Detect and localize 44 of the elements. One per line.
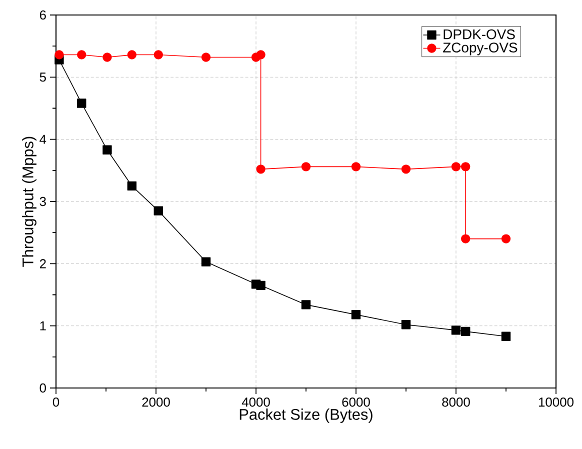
point — [501, 332, 511, 341]
point — [401, 164, 411, 174]
point — [256, 164, 266, 174]
x-tick-label: 2000 — [142, 398, 170, 407]
point — [351, 162, 361, 172]
point — [102, 52, 112, 62]
point — [256, 280, 266, 290]
point — [102, 145, 112, 154]
x-axis-title: Packet Size (Bytes) — [240, 408, 372, 423]
y-tick-label: 6 — [40, 10, 46, 20]
x-tick-label: 6000 — [342, 398, 370, 407]
point — [451, 326, 461, 335]
point — [301, 162, 311, 172]
legend-label: ZCopy-OVS — [443, 42, 518, 56]
x-tick-label: 0 — [52, 398, 60, 407]
point — [501, 234, 511, 244]
x-tick-label: 10000 — [538, 398, 574, 407]
y-tick-label: 2 — [40, 259, 46, 268]
point — [461, 162, 470, 172]
x-tick-label: 4000 — [242, 398, 270, 407]
y-tick-label: 4 — [40, 134, 46, 144]
y-tick-label: 3 — [40, 196, 46, 206]
point — [451, 162, 461, 172]
point — [201, 257, 211, 266]
point — [461, 234, 470, 244]
point — [127, 50, 136, 60]
point — [461, 326, 470, 336]
y-axis-title: Throughput (Mpps) — [22, 136, 36, 267]
point — [301, 300, 311, 310]
y-tick-label: 0 — [40, 383, 46, 393]
point — [201, 52, 211, 62]
point — [256, 50, 266, 60]
x-tick-label: 8000 — [442, 398, 470, 407]
y-tick-label: 5 — [40, 72, 46, 82]
y-tick-label: 1 — [40, 321, 46, 330]
point — [77, 98, 86, 108]
point — [154, 50, 163, 60]
point — [401, 320, 411, 330]
point — [154, 206, 163, 216]
point — [77, 50, 86, 60]
point — [351, 310, 361, 320]
point — [54, 50, 64, 60]
legend-label: DPDK-OVS — [444, 29, 515, 40]
point — [127, 181, 136, 191]
